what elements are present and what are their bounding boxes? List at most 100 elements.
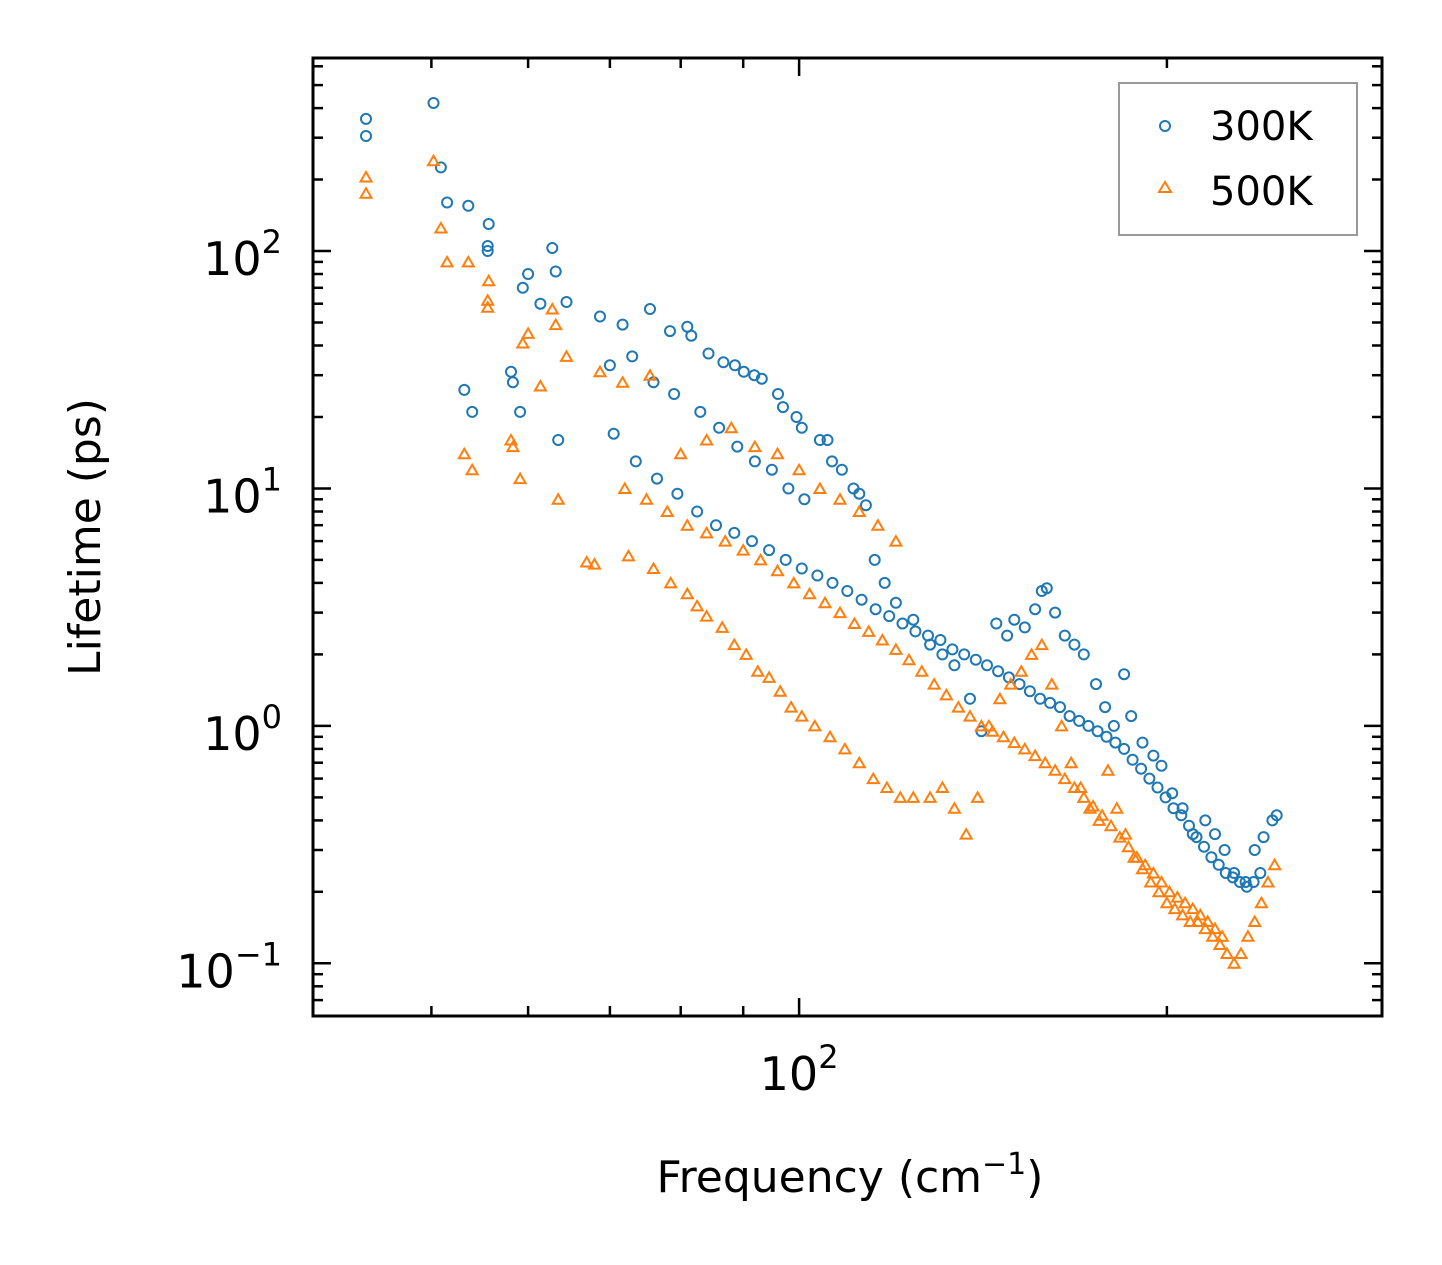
point-300k-7 (481, 240, 494, 252)
y-tick-label-3-base: 10 (203, 232, 262, 286)
point-500k-137 (1121, 839, 1136, 853)
point-500k-55 (1003, 677, 1018, 690)
y-tick-label-2: 101 (203, 461, 282, 524)
point-500k-59 (1044, 677, 1060, 690)
point-300k-97 (651, 472, 663, 485)
point-500k-138 (1129, 850, 1145, 863)
point-300k-66 (1107, 719, 1120, 732)
point-300k-105 (795, 562, 808, 575)
point-500k-148 (1207, 921, 1223, 935)
point-300k-139 (1167, 802, 1180, 815)
point-500k-58 (1034, 637, 1050, 651)
point-300k-106 (811, 569, 824, 582)
point-300k-53 (990, 617, 1003, 630)
point-500k-27 (646, 561, 661, 574)
point-500k-133 (1085, 799, 1101, 812)
point-300k-93 (782, 482, 795, 495)
point-300k-104 (779, 553, 792, 566)
point-300k-38 (821, 434, 834, 446)
y-tick-label-2-exponent: 1 (262, 461, 282, 499)
point-300k-91 (748, 455, 761, 468)
point-300k-33 (772, 388, 784, 400)
point-500k-10 (505, 439, 521, 453)
point-500k-11 (512, 471, 528, 485)
point-300k-63 (1077, 648, 1090, 661)
point-300k-101 (728, 526, 741, 539)
point-300k-117 (958, 648, 971, 661)
point-300k-0 (360, 112, 372, 125)
point-300k-83 (1270, 809, 1283, 822)
point-500k-63 (1082, 801, 1098, 814)
point-500k-7 (480, 293, 495, 306)
point-300k-119 (981, 659, 993, 672)
point-500k-42 (837, 741, 853, 755)
point-500k-89 (699, 433, 714, 446)
point-500k-61 (1063, 755, 1079, 769)
point-500k-132 (1076, 790, 1092, 803)
point-500k-23 (642, 368, 658, 381)
point-500k-51 (958, 827, 974, 840)
point-500k-4 (439, 254, 455, 268)
legend-box (1118, 82, 1358, 236)
point-500k-96 (852, 504, 867, 517)
x-axis-title-main: Frequency (cm (657, 1152, 983, 1203)
point-300k-76 (1209, 828, 1221, 841)
point-300k-118 (969, 653, 982, 666)
point-500k-13 (457, 446, 472, 460)
point-500k-49 (935, 780, 950, 793)
point-500k-2 (426, 153, 441, 167)
point-500k-113 (861, 624, 876, 637)
point-300k-126 (1054, 701, 1066, 714)
point-500k-128 (1037, 755, 1053, 769)
point-300k-141 (1183, 819, 1195, 832)
point-300k-131 (1100, 730, 1113, 743)
plot-frame (311, 56, 1384, 1018)
point-500k-119 (939, 687, 954, 701)
point-500k-141 (1154, 875, 1169, 888)
point-500k-30 (689, 598, 705, 612)
point-500k-38 (783, 700, 799, 713)
axis-ticks (313, 58, 1382, 1016)
point-500k-32 (714, 620, 730, 633)
point-300k-20 (560, 296, 573, 308)
point-500k-98 (888, 534, 904, 547)
point-500k-144 (1177, 895, 1193, 909)
y-tick-label-1: 100 (203, 698, 282, 761)
point-500k-80 (1219, 946, 1235, 959)
x-axis-title-exponent: −1 (982, 1147, 1026, 1182)
y-tick-label-0-exponent: −1 (235, 935, 282, 973)
point-500k-108 (786, 575, 802, 589)
point-500k-65 (1100, 763, 1116, 776)
point-500k-90 (724, 420, 739, 434)
point-300k-39 (826, 455, 838, 468)
point-300k-98 (671, 487, 684, 500)
point-300k-120 (992, 665, 1005, 678)
point-500k-121 (962, 709, 978, 722)
point-300k-84 (603, 359, 616, 372)
point-500k-28 (663, 575, 678, 589)
point-300k-18 (534, 297, 547, 310)
point-500k-60 (1054, 718, 1069, 732)
point-300k-140 (1175, 809, 1188, 822)
y-tick-label-1-exponent: 0 (262, 698, 282, 736)
legend: 300K 500K (1118, 82, 1358, 236)
point-300k-132 (1109, 736, 1122, 749)
point-300k-40 (835, 463, 848, 476)
point-300k-92 (765, 463, 778, 476)
point-300k-133 (1118, 742, 1131, 755)
point-300k-67 (1118, 668, 1131, 681)
x-tick-label-0: 102 (760, 1038, 839, 1101)
series-500k (358, 153, 1282, 969)
point-300k-15 (466, 405, 479, 418)
point-300k-112 (896, 617, 909, 630)
point-500k-97 (870, 518, 886, 531)
point-500k-112 (847, 616, 862, 629)
point-300k-17 (552, 434, 565, 446)
point-500k-44 (866, 771, 881, 785)
point-300k-95 (607, 427, 620, 440)
point-500k-107 (770, 563, 785, 577)
point-300k-29 (728, 359, 741, 372)
point-300k-26 (685, 329, 698, 342)
point-300k-144 (1205, 851, 1218, 864)
point-300k-114 (922, 629, 934, 642)
